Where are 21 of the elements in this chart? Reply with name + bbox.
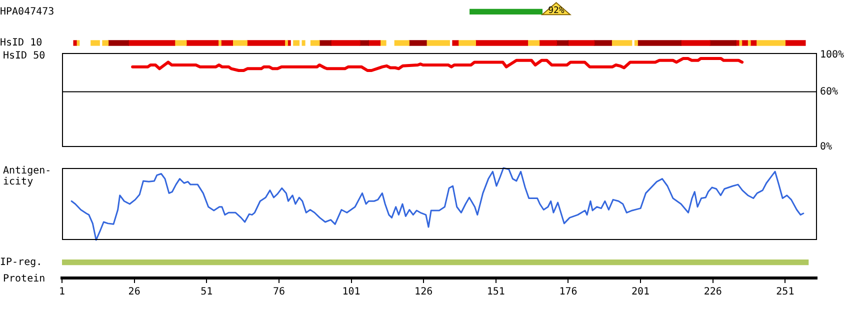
y-tick-label: IP-reg. — [0, 256, 42, 268]
x-tick-label: 126 — [414, 286, 433, 298]
x-axis-title: Protein — [3, 274, 46, 285]
x-tick-label: 201 — [632, 286, 650, 298]
x-tick-label: 1 — [58, 286, 66, 298]
y-tick-label: 100% — [820, 49, 844, 60]
x-tick-label: 251 — [776, 286, 794, 298]
annotation: 92% — [548, 6, 565, 16]
x-tick-label: 76 — [272, 286, 285, 298]
y-tick-label: 60% — [820, 86, 838, 98]
x-tick-label: 151 — [486, 286, 505, 298]
y-tick-label: 0% — [820, 142, 832, 153]
y-axis-title: Antigen- icity — [3, 166, 52, 188]
x-tick-label: 176 — [559, 286, 578, 298]
y-tick-label: HsID 10 — [0, 38, 42, 49]
y-tick-label: HPA047473 — [0, 6, 54, 18]
x-tick-label: 101 — [342, 286, 360, 298]
x-tick-label: 226 — [704, 286, 722, 298]
x-tick-label: 26 — [128, 286, 140, 298]
x-tick-label: 51 — [200, 286, 213, 298]
y-axis-title: HsID 50 — [3, 50, 46, 62]
